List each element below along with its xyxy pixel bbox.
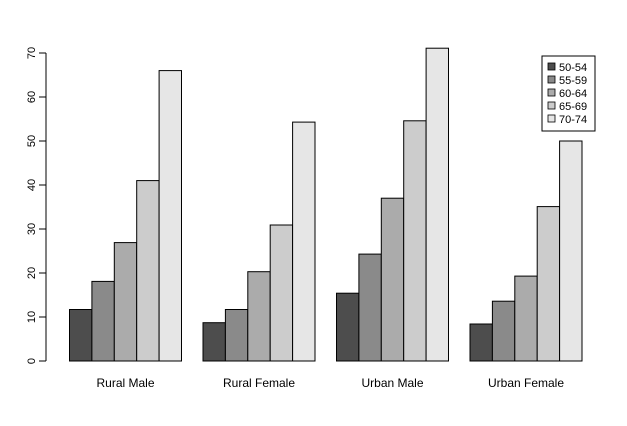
bar — [202, 322, 226, 362]
y-tick-label: 40 — [26, 179, 38, 191]
y-tick-label: 70 — [26, 47, 38, 59]
y-tick-label: 60 — [26, 91, 38, 103]
legend-swatch — [547, 62, 556, 71]
bar — [514, 275, 538, 362]
bar — [136, 180, 160, 362]
category-label: Rural Male — [96, 376, 154, 390]
bars-group — [69, 47, 583, 362]
legend-swatch — [547, 88, 556, 97]
category-label: Urban Male — [361, 376, 423, 390]
legend-swatch — [547, 75, 556, 84]
y-tick-label: 30 — [26, 223, 38, 235]
bar — [158, 70, 183, 362]
bar — [224, 309, 249, 362]
bar — [403, 120, 427, 362]
category-label: Urban Female — [488, 376, 564, 390]
y-tick-label: 10 — [26, 311, 38, 323]
bar — [91, 280, 115, 362]
y-tick-label: 0 — [26, 358, 38, 364]
bar — [559, 140, 583, 362]
bar — [469, 323, 493, 362]
legend-label: 70-74 — [559, 114, 587, 126]
legend-label: 60-64 — [559, 88, 587, 100]
bar — [247, 271, 271, 362]
legend-label: 65-69 — [559, 101, 587, 113]
legend-label: 55-59 — [559, 75, 587, 87]
y-tick-label: 20 — [26, 267, 38, 279]
bar — [336, 292, 360, 362]
bar — [113, 242, 138, 362]
legend-swatch — [547, 101, 556, 110]
bar — [380, 197, 405, 362]
legend-swatch — [547, 114, 556, 123]
bar — [536, 206, 561, 362]
bar — [69, 309, 93, 362]
y-tick-label: 50 — [26, 135, 38, 147]
bar — [491, 300, 516, 362]
bar — [358, 253, 382, 362]
category-label: Rural Female — [223, 376, 295, 390]
legend-label: 50-54 — [559, 62, 587, 74]
bar — [292, 121, 316, 362]
bar — [425, 47, 450, 362]
y-axis: 0 10 20 30 40 50 60 70 — [26, 47, 47, 364]
bar — [269, 224, 294, 362]
x-axis-labels: Rural Male Rural Female Urban Male Urban Fe… — [96, 376, 564, 390]
